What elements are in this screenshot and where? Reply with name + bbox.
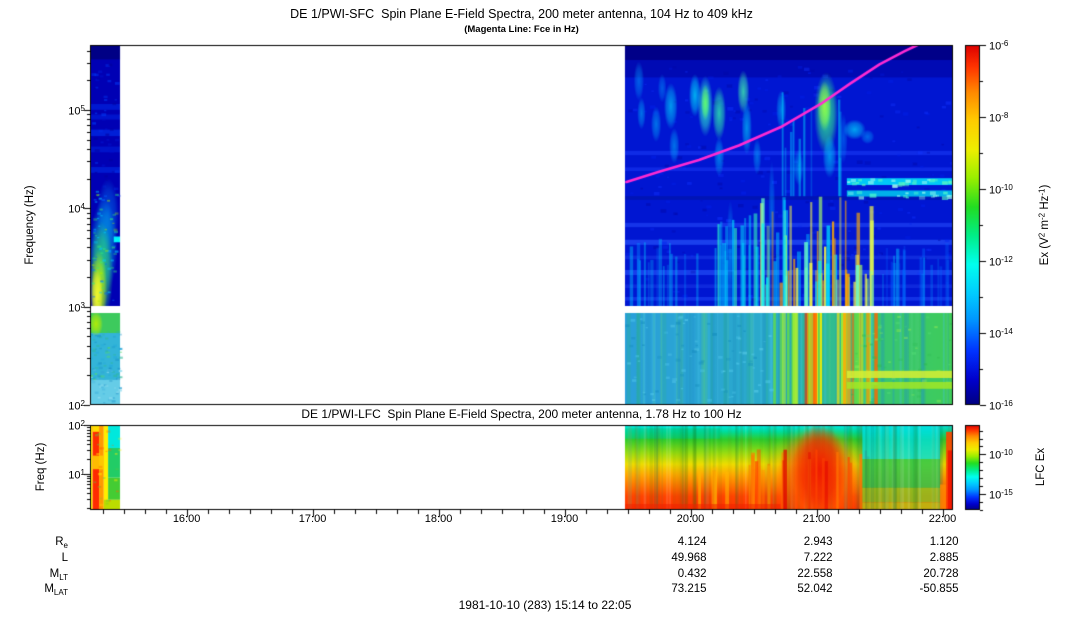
ephemeris-value: 22.558 [797,568,833,580]
ephemeris-row-label: MLT [49,568,68,582]
ephemeris-value: 49.968 [671,552,707,564]
ephemeris-value: 52.042 [797,583,833,595]
time-tick-label: 20:00 [676,513,705,525]
sfc-y-tick-label: 105 [68,103,85,118]
ephemeris-value: 20.728 [923,568,959,580]
time-tick-label: 21:00 [802,513,831,525]
lfc-y-tick-label: 102 [68,419,85,433]
time-tick-label: 22:00 [928,513,957,525]
sfc-title: DE 1/PWI-SFC Spin Plane E-Field Spectra,… [290,7,753,21]
lfc-y-tick-label: 101 [68,467,85,482]
sfc-y-axis-label: Frequency (Hz) [24,185,36,265]
sfc-y-tick-label: 102 [68,399,85,413]
sfc-colorbar-tick-label: 10-10 [989,183,1013,197]
lfc-colorbar-label: LFC Ex [1035,447,1047,487]
ephemeris-value: 0.432 [677,568,707,580]
lfc-colorbar-tick-label: 10-10 [989,448,1013,462]
time-tick-label: 19:00 [550,513,579,525]
sfc-colorbar-tick-label: 10-12 [989,255,1013,269]
sfc-y-tick-label: 103 [68,300,85,315]
ephemeris-value: 4.124 [677,536,707,548]
time-tick-label: 17:00 [298,513,327,525]
ephemeris-row-label: Re [55,536,68,550]
lfc-colorbar-tick-label: 10-15 [989,488,1013,502]
sfc-colorbar-tick-label: 10-14 [989,327,1013,341]
ephemeris-value: 7.222 [803,552,833,564]
lfc-y-axis-label: Freq (Hz) [35,442,47,492]
ephemeris-row-label: MLAT [44,583,68,597]
sfc-colorbar-tick-label: 10-16 [989,399,1013,413]
ephemeris-value: 2.943 [803,536,833,548]
time-tick-label: 16:00 [172,513,201,525]
date-range-label: 1981-10-10 (283) 15:14 to 22:05 [458,598,632,612]
sfc-colorbar-tick-label: 10-6 [989,39,1009,53]
sfc-y-tick-label: 104 [68,202,85,216]
ephemeris-value: 73.215 [671,583,707,595]
sfc-colorbar-label: Ex (V2 m-2 Hz-1) [1037,184,1051,266]
ephemeris-value: 2.885 [929,552,959,564]
ephemeris-value: 1.120 [929,536,959,548]
ephemeris-row-label: L [61,552,68,564]
sfc-colorbar-tick-label: 10-8 [989,111,1009,125]
sfc-subtitle: (Magenta Line: Fce in Hz) [464,24,579,35]
time-tick-label: 18:00 [424,513,453,525]
lfc-title: DE 1/PWI-LFC Spin Plane E-Field Spectra,… [301,407,742,421]
ephemeris-value: -50.855 [919,583,959,595]
